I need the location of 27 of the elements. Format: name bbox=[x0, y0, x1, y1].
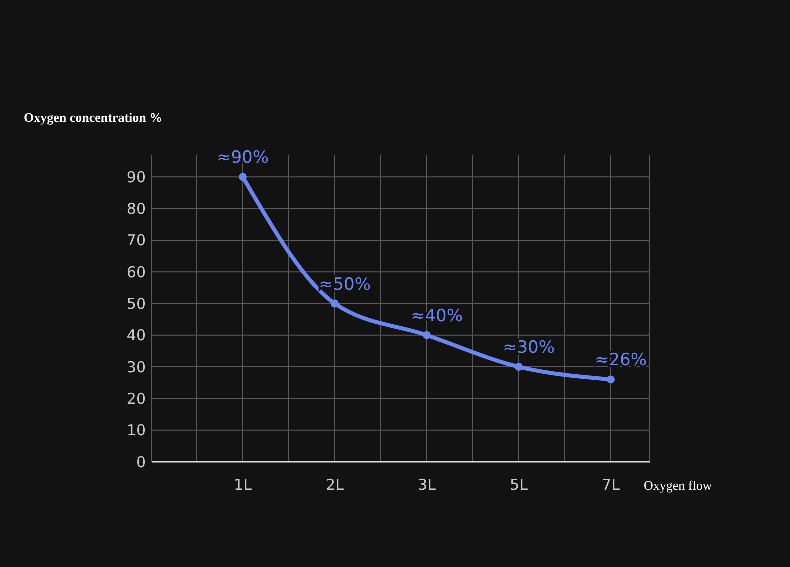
y-tick-label: 10 bbox=[126, 422, 146, 440]
y-tick-label: 0 bbox=[136, 453, 146, 472]
data-label: ≈40% bbox=[410, 306, 464, 326]
x-tick-label: 2L bbox=[326, 476, 345, 494]
x-tick-label: 7L bbox=[602, 476, 621, 494]
x-tick-label: 1L bbox=[234, 476, 253, 494]
data-label: ≈26% bbox=[594, 350, 648, 371]
y-tick-label: 30 bbox=[126, 358, 146, 376]
x-tick-label: 3L bbox=[418, 476, 437, 494]
point bbox=[423, 331, 431, 340]
data-label: ≈50% bbox=[318, 274, 372, 295]
data-label: ≈30% bbox=[502, 338, 556, 358]
y-tick-label: 70 bbox=[126, 232, 146, 250]
point bbox=[607, 376, 615, 384]
point bbox=[515, 363, 523, 372]
x-axis-title: Oxygen flow bbox=[644, 478, 713, 493]
y-tick-label: 60 bbox=[126, 263, 146, 282]
y-tick-label: 90 bbox=[126, 168, 146, 186]
y-tick-label: 50 bbox=[126, 295, 146, 314]
y-tick-label: 40 bbox=[126, 326, 146, 345]
y-tick-label: 20 bbox=[126, 390, 146, 408]
point bbox=[239, 173, 247, 182]
y-axis-title: Oxygen concentration % bbox=[24, 110, 163, 125]
y-tick-label: 80 bbox=[126, 200, 146, 218]
data-label: ≈90% bbox=[216, 148, 270, 168]
point bbox=[331, 300, 339, 308]
x-tick-label: 5L bbox=[510, 476, 529, 494]
